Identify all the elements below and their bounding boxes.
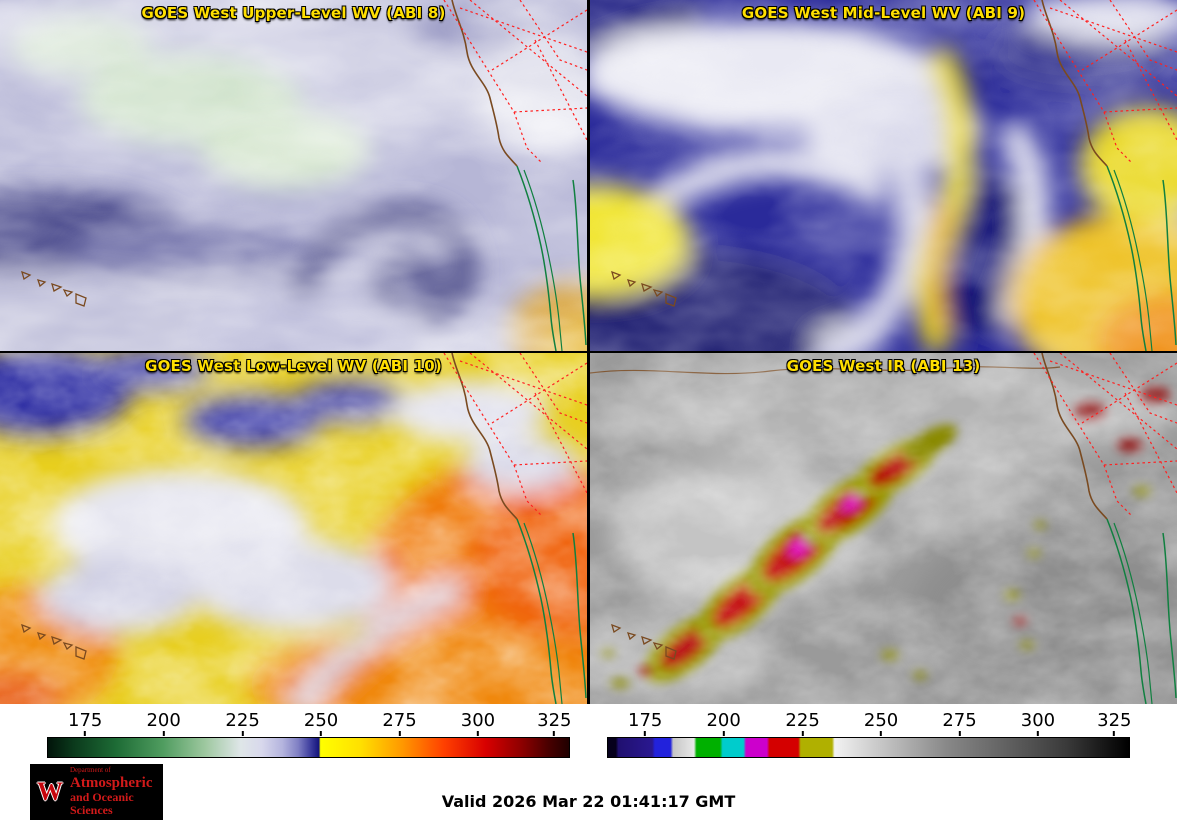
- tick-label: 175: [628, 712, 662, 736]
- colorbar-row: 175 200 225 250 275 300 325 175 200 225 …: [0, 704, 1177, 764]
- logo-name-line1: Atmospheric: [70, 774, 153, 791]
- tick-label: 225: [785, 712, 819, 736]
- tick-label: 325: [1097, 712, 1131, 736]
- wisconsin-crest-icon: W: [37, 777, 63, 806]
- ir-colorbar: 175 200 225 250 275 300 325: [607, 712, 1131, 764]
- tick-label: 225: [225, 712, 259, 736]
- footer: W Department of Atmospheric and Oceanic …: [0, 764, 1177, 820]
- tick-label: 200: [706, 712, 740, 736]
- logo-dept-line: Department of: [70, 766, 111, 775]
- satellite-quad-view: GOES West Upper-Level WV (ABI 8) GOES We…: [0, 0, 1177, 704]
- uw-aos-logo: W Department of Atmospheric and Oceanic …: [30, 764, 163, 820]
- wv-colorbar: 175 200 225 250 275 300 325: [47, 712, 571, 764]
- panel-image-ir: [590, 353, 1177, 704]
- logo-text: Department of Atmospheric and Oceanic Sc…: [70, 767, 156, 817]
- valid-time-text: Valid 2026 Mar 22 01:41:17 GMT: [441, 792, 736, 811]
- tick-label: 175: [68, 712, 102, 736]
- panel-image-upper-level-wv: [0, 0, 587, 351]
- satellite-imagery: [0, 0, 1177, 704]
- tick-label: 325: [537, 712, 571, 736]
- tick-label: 250: [304, 712, 338, 736]
- tick-label: 275: [382, 712, 416, 736]
- logo-name-line2: and Oceanic Sciences: [70, 789, 134, 817]
- wv-colorbar-ticks: 175 200 225 250 275 300 325: [47, 712, 571, 737]
- tick-label: 300: [461, 712, 495, 736]
- tick-label: 250: [864, 712, 898, 736]
- ir-colorbar-ticks: 175 200 225 250 275 300 325: [607, 712, 1131, 737]
- panel-image-mid-level-wv: [590, 0, 1177, 351]
- panel-image-low-level-wv: [0, 353, 587, 704]
- wv-colorbar-gradient: [47, 737, 570, 758]
- tick-label: 300: [1021, 712, 1055, 736]
- tick-label: 200: [146, 712, 180, 736]
- ir-colorbar-gradient: [607, 737, 1130, 758]
- tick-label: 275: [942, 712, 976, 736]
